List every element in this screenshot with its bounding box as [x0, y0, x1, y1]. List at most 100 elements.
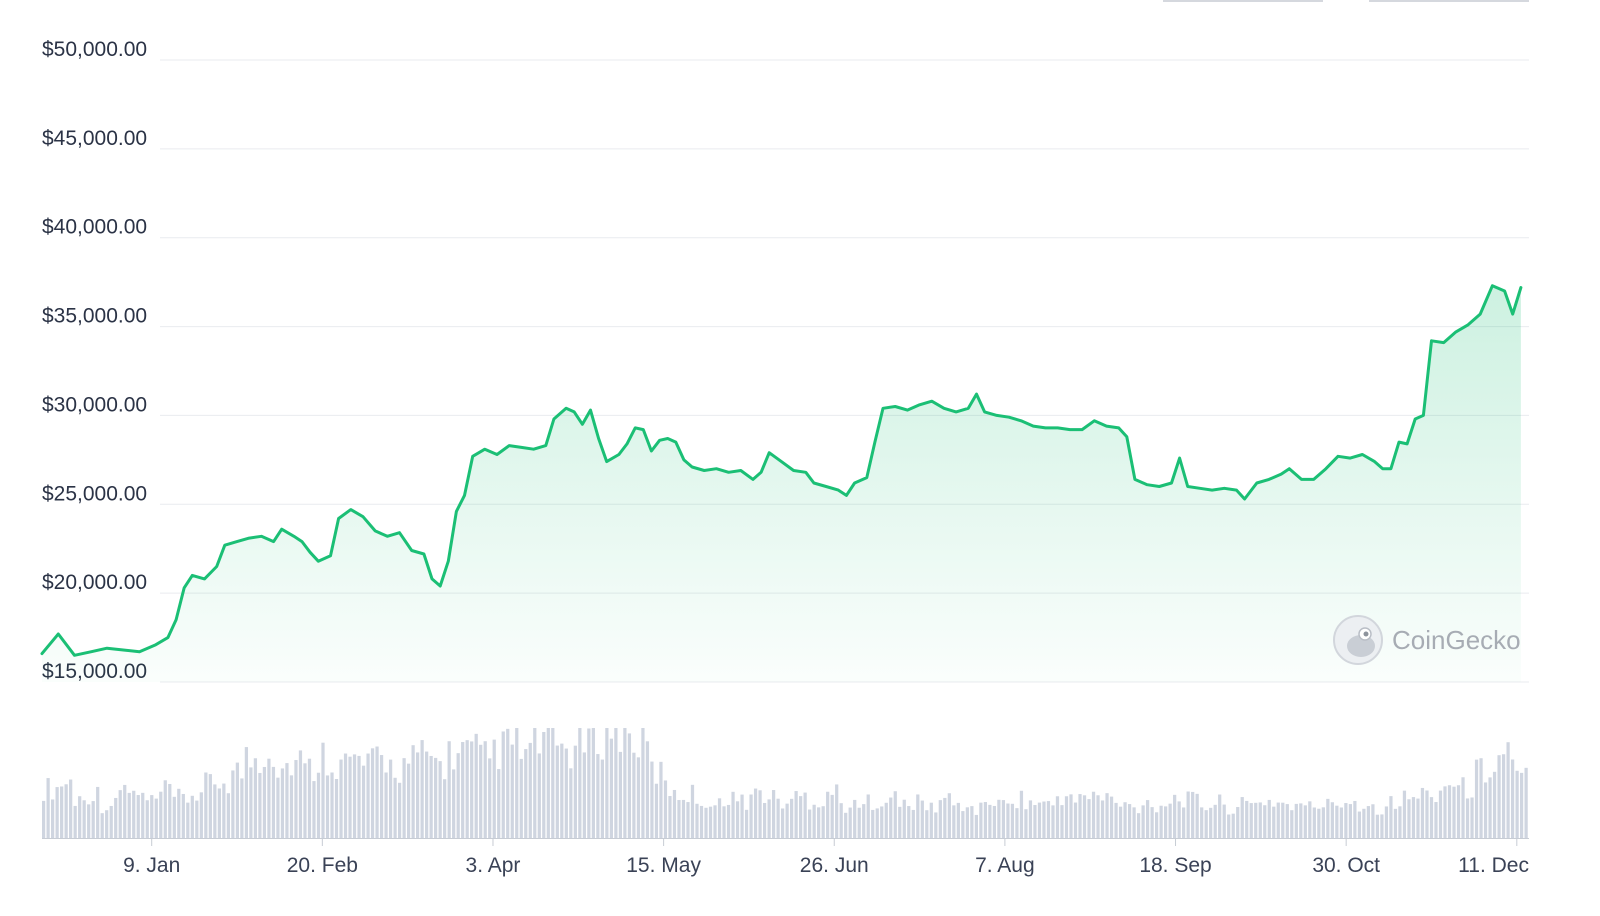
volume-bar	[587, 728, 591, 838]
volume-bar	[668, 796, 672, 838]
volume-bar	[1001, 800, 1006, 838]
volume-bar	[470, 741, 474, 838]
volume-bar	[123, 784, 127, 838]
volume-bar	[1015, 808, 1019, 838]
volume-bar	[114, 797, 118, 838]
volume-bar	[979, 802, 983, 838]
volume-bar	[452, 769, 456, 838]
volume-bar	[1204, 810, 1208, 838]
volume-bar	[1218, 794, 1222, 838]
volume-bar	[1348, 804, 1352, 838]
volume-bar	[1141, 805, 1145, 838]
volume-bar	[141, 792, 145, 838]
volume-bar	[402, 758, 406, 838]
volume-bar	[163, 780, 167, 838]
y-tick-label: $30,000.00	[42, 393, 147, 416]
volume-bar	[537, 753, 541, 838]
volume-bar	[154, 798, 158, 838]
volume-bar	[817, 807, 821, 838]
volume-bar	[1118, 806, 1123, 838]
volume-bar	[726, 804, 731, 838]
volume-bar	[55, 787, 59, 838]
volume-bar	[506, 728, 510, 838]
volume-bar	[871, 809, 875, 838]
volume-bar	[429, 755, 433, 838]
volume-bar	[1398, 806, 1402, 838]
volume-bar	[519, 758, 523, 838]
volume-bar	[551, 728, 555, 838]
volume-bar	[762, 802, 767, 838]
volume-bar	[1051, 805, 1055, 838]
volume-bar	[1344, 803, 1348, 838]
volume-bar	[1078, 794, 1082, 838]
volume-bar	[1479, 758, 1483, 838]
volume-bar	[920, 800, 924, 838]
volume-bar	[1411, 797, 1416, 838]
volume-bar	[73, 805, 77, 838]
volume-bar	[438, 761, 442, 838]
volume-bar	[902, 799, 906, 838]
volume-bar	[934, 812, 938, 838]
volume-bar	[1105, 793, 1109, 838]
volume-bar	[600, 759, 604, 838]
volume-bar	[1209, 807, 1213, 838]
volume-bar	[1096, 795, 1100, 838]
volume-bar	[528, 742, 532, 838]
volume-bar	[1353, 800, 1357, 838]
volume-bar	[708, 806, 713, 838]
volume-bar	[289, 775, 294, 838]
volume-bar	[492, 739, 496, 838]
volume-bar	[406, 763, 411, 838]
volume-bar	[1407, 799, 1411, 838]
volume-bar	[1186, 791, 1190, 838]
volume-bar	[880, 806, 884, 838]
volume-bar	[1173, 794, 1177, 838]
volume-bar	[109, 805, 113, 838]
volume-bar	[1087, 799, 1091, 838]
volume-bar	[731, 791, 735, 838]
volume-bar	[1312, 807, 1316, 838]
volume-bar	[1245, 800, 1249, 838]
volume-bar	[1231, 813, 1235, 838]
volume-bar	[758, 790, 762, 838]
volume-bar	[199, 792, 203, 838]
volume-bars	[42, 728, 1528, 839]
top-tab-left[interactable]	[1163, 0, 1323, 2]
volume-bar	[1028, 800, 1033, 838]
volume-bar	[416, 752, 420, 838]
volume-bar	[1168, 803, 1172, 838]
volume-bar	[560, 743, 564, 838]
volume-bar	[636, 757, 641, 838]
volume-bar	[1488, 777, 1492, 838]
volume-bar	[262, 766, 267, 838]
volume-bar	[307, 758, 312, 838]
volume-bar	[569, 768, 573, 838]
volume-bar	[1254, 802, 1258, 838]
volume-bar	[952, 805, 956, 838]
volume-bar	[1357, 811, 1362, 838]
volume-bar	[1380, 814, 1384, 838]
volume-bar	[609, 738, 613, 838]
volume-bar	[357, 755, 361, 838]
y-tick-label: $50,000.00	[42, 38, 147, 61]
volume-bar	[393, 777, 397, 838]
volume-bar	[1123, 802, 1127, 838]
volume-bar	[1164, 806, 1168, 838]
volume-bar	[1006, 803, 1010, 838]
volume-bar	[699, 805, 704, 838]
watermark-brand: CoinGecko	[1392, 625, 1521, 655]
volume-bar	[546, 728, 550, 838]
volume-bar	[384, 772, 388, 838]
volume-bar	[1249, 803, 1253, 838]
volume-bar	[1019, 790, 1024, 838]
volume-bar	[767, 799, 771, 838]
volume-bar	[1375, 814, 1380, 838]
top-tab-right[interactable]	[1369, 0, 1529, 2]
volume-bar	[339, 759, 343, 838]
volume-bar	[1200, 807, 1204, 838]
volume-bar	[1024, 809, 1028, 838]
volume-bar	[1384, 806, 1389, 838]
volume-bar	[889, 797, 893, 838]
volume-bar	[844, 812, 848, 838]
volume-bar	[645, 741, 650, 838]
